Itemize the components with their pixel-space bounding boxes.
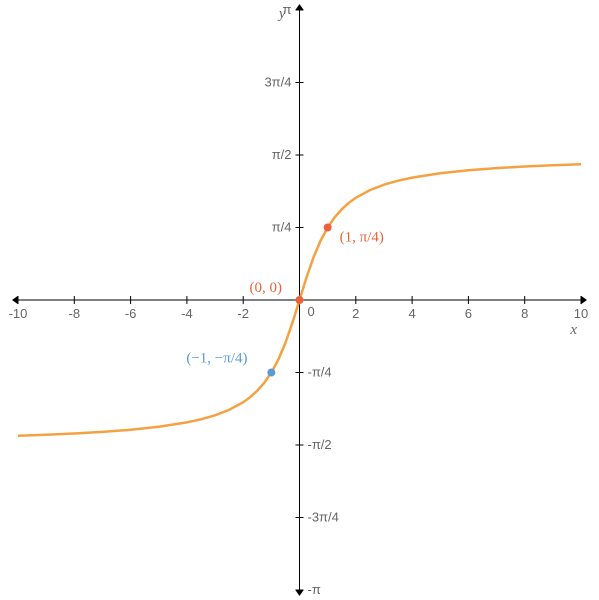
marked-point: [267, 369, 275, 377]
y-tick-label: -π/2: [308, 437, 332, 452]
x-tick-label: 6: [465, 306, 472, 321]
x-tick-label: 4: [408, 306, 415, 321]
point-label: (−1, −π/4): [186, 351, 247, 367]
x-tick-label: -8: [69, 306, 81, 321]
marked-point: [296, 296, 304, 304]
arctan-chart: -10 -8 -6 -4 -2 2 4 6 8 10 -π -3π/4 -π/2 -π/4 π/4 π/2 3π…: [0, 0, 599, 600]
svg-text:0: 0: [308, 304, 315, 319]
y-tick-label: π/4: [272, 219, 292, 234]
x-tick-label: 2: [352, 306, 359, 321]
point-label: (1, π/4): [340, 229, 384, 245]
chart-svg: -10 -8 -6 -4 -2 2 4 6 8 10 -π -3π/4 -π/2 -π/4 π/4 π/2 3π…: [0, 0, 599, 600]
y-tick-label: -π: [308, 582, 321, 597]
point-label: (0, 0): [250, 280, 283, 296]
x-tick-label: 8: [521, 306, 528, 321]
y-tick-label: π/2: [272, 147, 292, 162]
x-tick-label: -4: [181, 306, 193, 321]
y-tick-label: -π/4: [308, 365, 332, 380]
y-axis-label: y: [277, 6, 286, 22]
y-tick-label: 3π/4: [264, 75, 291, 90]
x-tick-label: 10: [574, 306, 588, 321]
x-tick-label: -6: [125, 306, 137, 321]
x-tick-label: -2: [237, 306, 249, 321]
y-tick-label: -3π/4: [308, 509, 339, 524]
x-axis-label: x: [569, 322, 577, 338]
x-tick-label: -10: [9, 306, 28, 321]
marked-point: [324, 223, 332, 231]
